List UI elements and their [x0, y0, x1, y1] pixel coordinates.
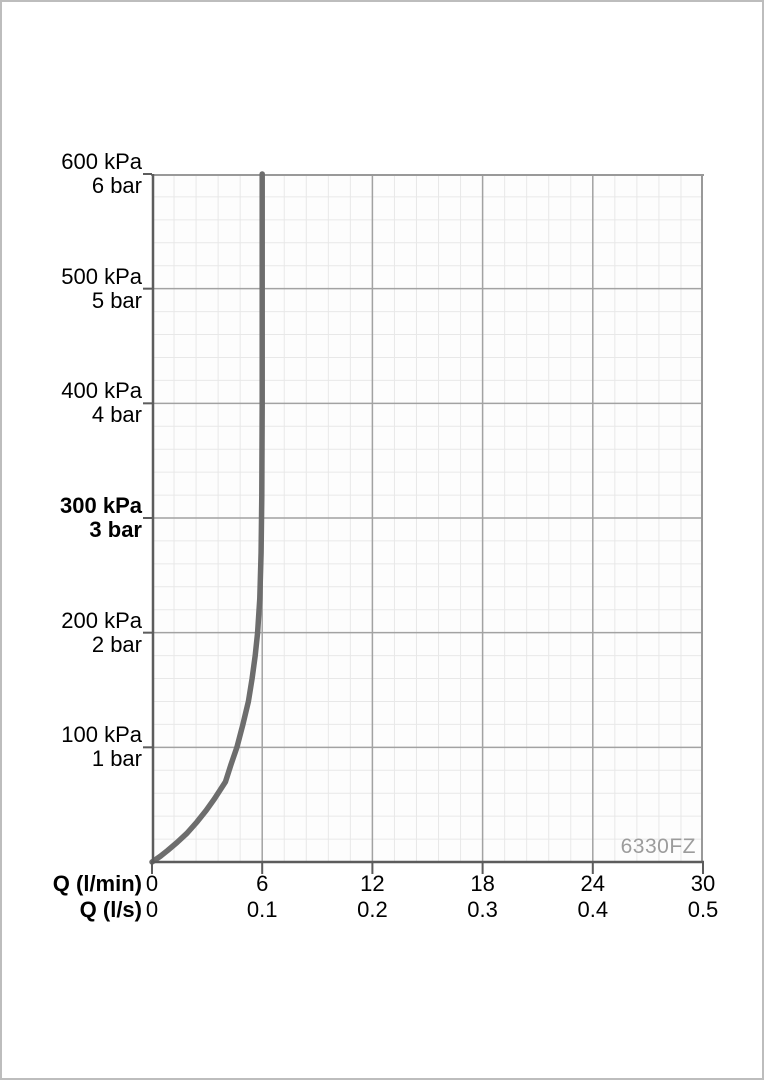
x-tick-label-Qlmin-6: 6 [256, 871, 269, 896]
x-tick-label-Qls-0.4: 0.4 [577, 897, 609, 922]
y-tick-label-600kpa: 600 kPa 6 bar [2, 149, 142, 198]
y-tick-kpa-text: 500 kPa [61, 263, 142, 289]
y-tick-kpa-text: 600 kPa [61, 149, 142, 174]
flow-pressure-chart: 600 kPa 6 bar 500 kPa 5 bar 400 kPa 4 bar 300 … [53, 150, 719, 922]
x-tick-label-Qlmin-0: 0 [145, 871, 159, 896]
y-tick-kpa-text: 200 kPa [61, 607, 142, 633]
flow-curve [149, 171, 265, 865]
x-tick-label-Qlmin-18: 18 [470, 871, 495, 896]
y-tick-bar-text: 2 bar [91, 631, 142, 657]
y-tick-label-100kpa: 100 kPa 1 bar [2, 722, 142, 772]
x-tick-label-Qls-0: 0 [145, 897, 159, 922]
x-tick-label-Qls-0.1: 0.1 [246, 897, 278, 922]
x-axis-lmin-unit-label: Q (l/min) [52, 871, 142, 896]
y-tick-kpa-text: 400 kPa [61, 378, 142, 404]
y-tick-kpa-text: 100 kPa [61, 722, 142, 748]
x-axis-ls-unit-label: Q (l/s) [79, 897, 142, 922]
y-tick-label-200kpa: 200 kPa 2 bar [2, 607, 142, 657]
x-tick-label-Qlmin-30: 30 [690, 871, 716, 896]
y-tick-kpa-text: 300 kPa [60, 493, 142, 518]
product-code-label: 6330FZ [620, 835, 696, 858]
tick-marks [143, 173, 704, 874]
y-tick-bar-text: 6 bar [91, 173, 142, 198]
x-tick-label-Qls-0.5: 0.5 [687, 897, 719, 922]
x-tick-label-Qlmin-24: 24 [580, 871, 606, 896]
chart-plot-svg [143, 171, 704, 874]
axes [151, 174, 704, 864]
y-tick-label-300kpa: 300 kPa 3 bar [2, 493, 142, 542]
x-tick-label-Qlmin-12: 12 [360, 871, 385, 896]
y-tick-bar-text: 5 bar [91, 287, 142, 313]
y-tick-bar-text: 1 bar [91, 746, 142, 772]
x-tick-label-Qls-0.2: 0.2 [357, 897, 388, 922]
y-tick-label-500kpa: 500 kPa 5 bar [2, 263, 142, 313]
y-tick-bar-text: 4 bar [91, 402, 142, 428]
y-tick-bar-text: 3 bar [89, 517, 142, 542]
plot-frame [151, 174, 704, 862]
x-tick-label-Qls-0.3: 0.3 [467, 897, 498, 922]
y-tick-label-400kpa: 400 kPa 4 bar [2, 378, 142, 428]
